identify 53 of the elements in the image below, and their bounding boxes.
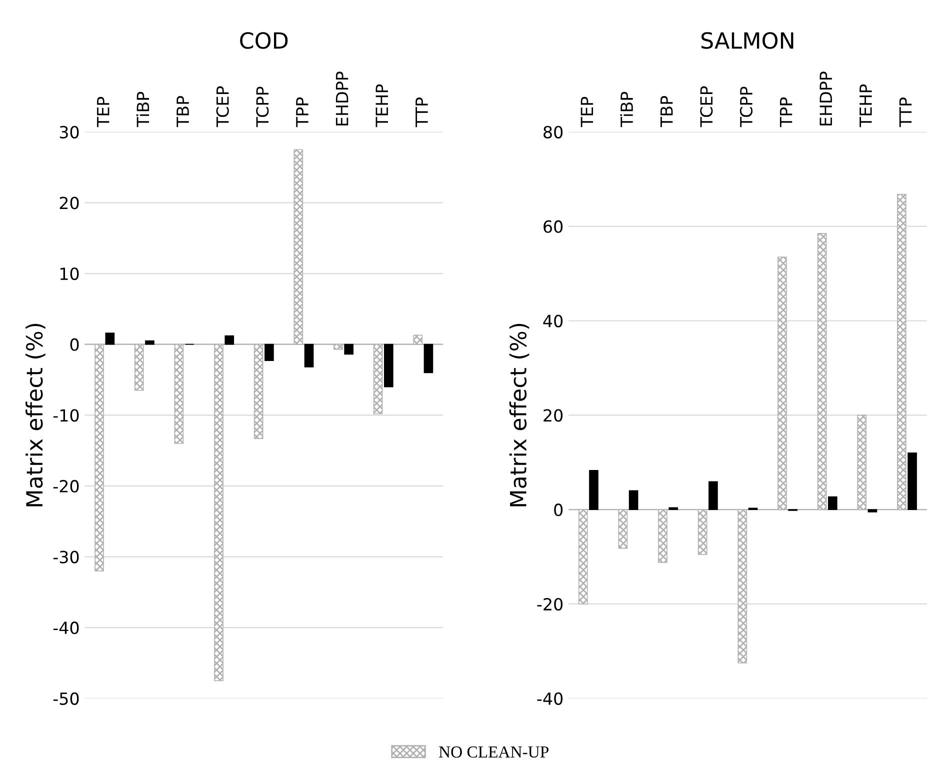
bar xyxy=(708,481,718,510)
y-tick-label: 10 xyxy=(60,268,79,280)
y-axis-title: Matrix effect (%) xyxy=(26,324,46,506)
y-tick-label: -30 xyxy=(53,550,79,564)
bar xyxy=(384,344,394,388)
y-tick-label: -20 xyxy=(537,598,563,611)
bar xyxy=(145,340,154,345)
chart-title: SALMON xyxy=(701,32,794,49)
x-tick-label: EHDPP xyxy=(336,72,348,126)
x-tick-label: TEHP xyxy=(860,84,872,128)
legend-label: NO CLEAN-UP xyxy=(438,746,548,758)
bar xyxy=(105,332,115,345)
bar xyxy=(304,344,314,368)
x-tick-label: TiBP xyxy=(136,92,150,128)
bar xyxy=(868,509,878,512)
x-tick-label: TCPP xyxy=(740,86,753,128)
x-tick-label: TBP xyxy=(176,96,189,128)
bar xyxy=(264,344,274,362)
x-tick-label: TTP xyxy=(899,98,912,128)
x-tick-label: TCEP xyxy=(700,86,713,128)
bar xyxy=(224,335,234,345)
x-tick-label: TiBP xyxy=(620,92,633,128)
y-tick-label: -10 xyxy=(53,409,79,422)
bar xyxy=(908,452,917,510)
x-tick-label: TCEP xyxy=(216,86,229,128)
y-tick-label: 30 xyxy=(60,126,79,138)
x-tick-label: TEP xyxy=(580,96,594,128)
y-tick-label: -40 xyxy=(537,692,563,705)
bar xyxy=(424,344,434,374)
y-tick-label: 0 xyxy=(70,338,79,351)
x-tick-label: TCPP xyxy=(256,86,269,128)
y-tick-label: 80 xyxy=(544,126,563,138)
x-tick-label: TEP xyxy=(97,96,110,128)
x-tick-label: TPP xyxy=(780,97,792,128)
y-tick-label: 0 xyxy=(554,504,563,516)
bar xyxy=(828,496,838,510)
x-tick-label: EHDPP xyxy=(820,72,832,126)
bar xyxy=(628,490,638,510)
y-tick-label: -40 xyxy=(53,622,79,634)
y-tick-label: 40 xyxy=(543,314,563,328)
y-tick-label: -20 xyxy=(53,480,79,493)
bar xyxy=(589,470,598,510)
x-tick-label: TPP xyxy=(296,97,308,128)
x-tick-label: TBP xyxy=(660,96,673,128)
x-tick-label: TEHP xyxy=(376,84,388,128)
y-tick-label: 20 xyxy=(544,409,563,422)
x-tick-label: TTP xyxy=(416,98,428,128)
y-tick-label: 60 xyxy=(544,220,563,233)
chart-title: COD xyxy=(240,32,288,49)
y-tick-label: 20 xyxy=(60,196,79,210)
bar xyxy=(344,344,354,355)
y-axis-title: Matrix effect (%) xyxy=(509,324,530,506)
y-tick-label: -50 xyxy=(53,692,79,705)
